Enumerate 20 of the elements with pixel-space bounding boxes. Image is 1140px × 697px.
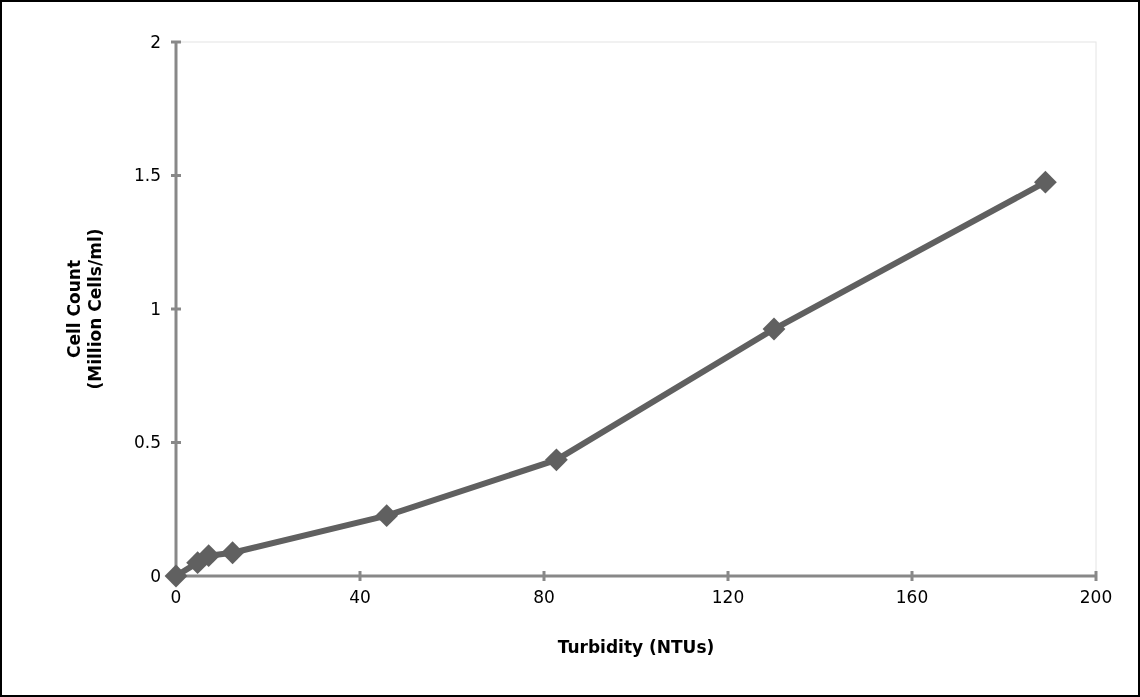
y-tick-label: 1 — [150, 298, 161, 319]
y-tick-label: 0 — [150, 565, 161, 586]
x-tick-label: 200 — [1079, 587, 1113, 607]
y-axis-title: Cell Count (Million Cells/ml) — [64, 228, 106, 390]
x-tick-label: 40 — [349, 587, 371, 607]
x-tick-label: 80 — [533, 587, 555, 607]
point — [545, 448, 568, 472]
point — [1034, 170, 1057, 194]
point — [221, 541, 244, 565]
y-tick-label: 1.5 — [133, 165, 161, 186]
x-axis-title: Turbidity (NTUs) — [557, 637, 715, 657]
point — [375, 504, 399, 528]
point — [197, 544, 221, 568]
y-tick-label: 0.5 — [133, 432, 161, 453]
x-tick-label: 120 — [711, 587, 745, 607]
point — [164, 564, 188, 588]
y-tick-label: 2 — [150, 31, 161, 52]
x-tick-label: 160 — [895, 587, 929, 607]
point — [762, 317, 786, 341]
x-tick-label: 0 — [170, 587, 182, 607]
